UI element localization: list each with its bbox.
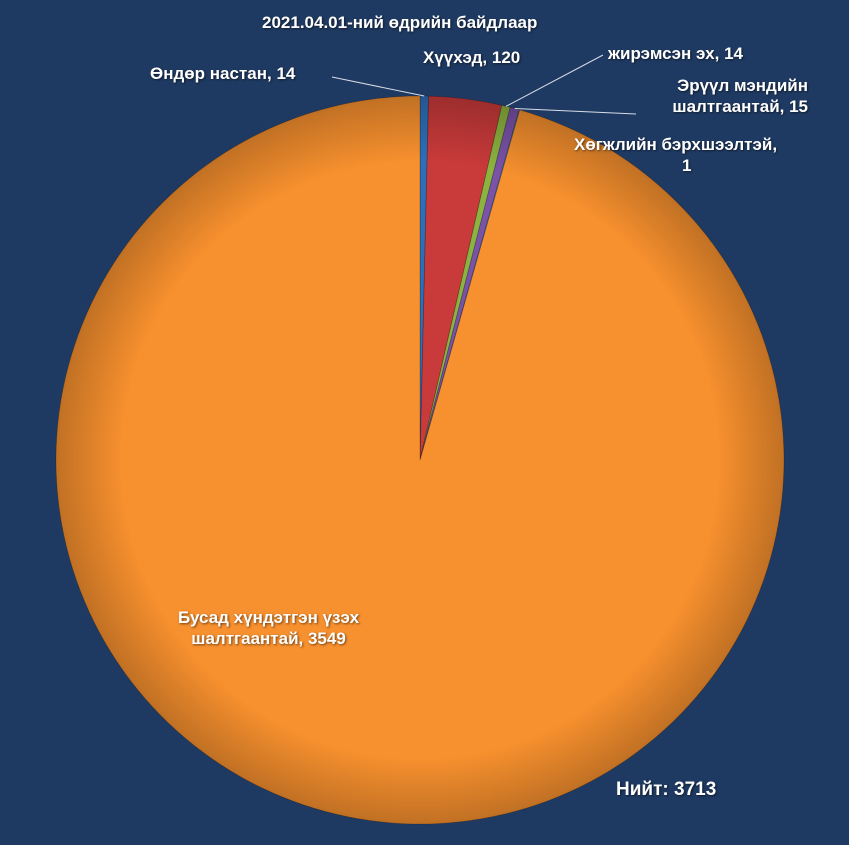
slice-label-children-line-1: Хүүхэд, 120 bbox=[423, 48, 521, 67]
slice-label-health-line-1: Эрүүл мэндийн bbox=[677, 76, 808, 95]
leader-lines bbox=[331, 54, 637, 115]
slice-label-elderly: Өндөр настан, 14 bbox=[150, 63, 295, 84]
leader-line-health bbox=[514, 108, 637, 115]
chart-title: 2021.04.01-ний өдрийн байдлаар bbox=[262, 13, 538, 32]
slice-label-elderly-line-1: Өндөр настан, 14 bbox=[150, 64, 296, 83]
slice-label-other-line-2: шалтгаантай, 3549 bbox=[191, 629, 346, 648]
slice-label-health-line-2: шалтгаантай, 15 bbox=[672, 97, 808, 116]
slice-label-single-mother-line-1: жирэмсэн эх, 14 bbox=[608, 44, 743, 63]
slice-label-children: Хүүхэд, 120 bbox=[423, 47, 520, 68]
slice-label-disabled-line-1: Хөгжлийн бэрхшээлтэй, bbox=[574, 135, 778, 154]
slice-label-disabled-line-2: 1 bbox=[682, 156, 692, 175]
total-label-text: Нийт: bbox=[616, 779, 669, 800]
leader-line-elderly bbox=[331, 76, 425, 97]
total-label: Нийт: 3713 bbox=[616, 779, 716, 800]
slice-label-other: Бусад хүндэтгэн үзэх шалтгаантай, 3549 bbox=[178, 607, 359, 649]
pie-slice-other bbox=[55, 95, 785, 825]
slice-label-health: Эрүүл мэндийн шалтгаантай, 15 bbox=[672, 75, 808, 117]
slice-label-other-line-1: Бусад хүндэтгэн үзэх bbox=[178, 608, 360, 627]
pie-slices bbox=[55, 95, 785, 825]
leader-line-single-mother bbox=[505, 54, 604, 107]
slice-label-single-mother: жирэмсэн эх, 14 bbox=[608, 43, 743, 64]
total-value: 3713 bbox=[674, 779, 717, 800]
slice-label-disabled: Хөгжлийн бэрхшээлтэй, 1 bbox=[574, 134, 777, 176]
